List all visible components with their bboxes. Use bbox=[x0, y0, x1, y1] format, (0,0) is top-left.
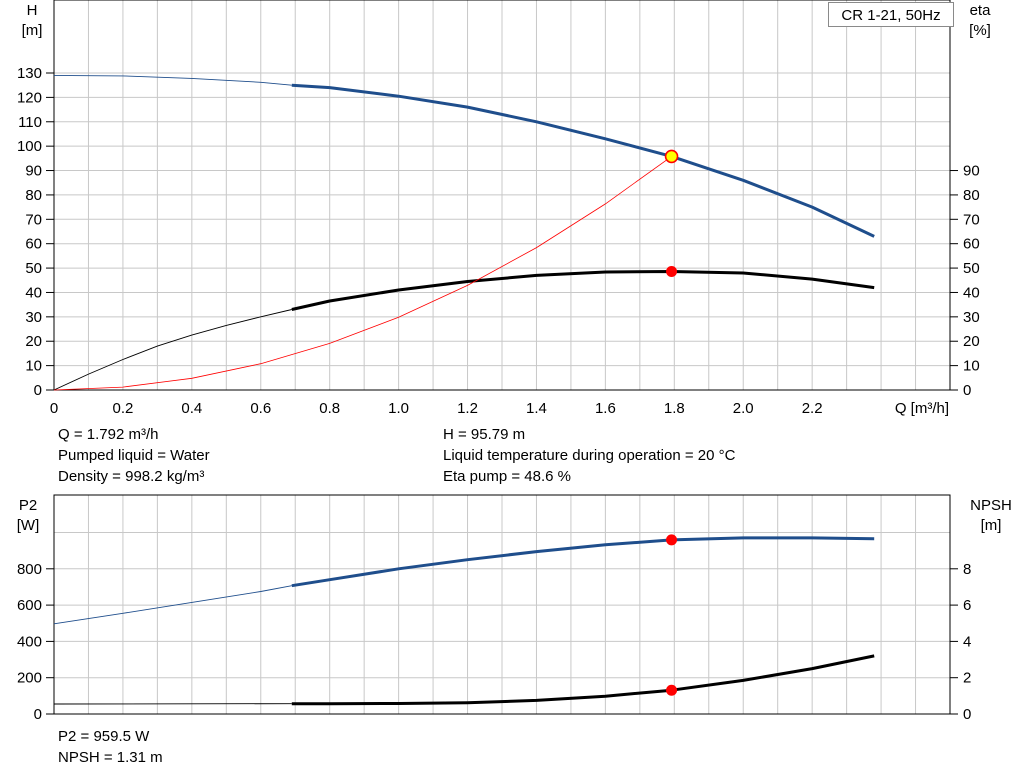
y-left-tick-label: 130 bbox=[17, 65, 42, 82]
p2-readout: P2 = 959.5 W bbox=[58, 728, 150, 745]
y-left-tick-label: 100 bbox=[17, 138, 42, 155]
density-readout: Density = 998.2 kg/m³ bbox=[58, 468, 205, 485]
y-left-tick-label: 400 bbox=[17, 633, 42, 650]
x-tick-label: 1.2 bbox=[457, 400, 478, 417]
y-right-tick-label: 40 bbox=[963, 284, 980, 301]
head-curve-thin bbox=[53, 74, 292, 86]
y-left-tick-label: 30 bbox=[25, 309, 42, 326]
y-left-axis-unit: [m] bbox=[22, 22, 43, 39]
y-left-tick-label: 120 bbox=[17, 89, 42, 106]
liquid-temperature-readout: Liquid temperature during operation = 20… bbox=[443, 447, 736, 464]
x-tick-label: 0.6 bbox=[250, 400, 271, 417]
y-left-tick-label: 0 bbox=[34, 706, 42, 723]
x-axis-label: Q [m³/h] bbox=[895, 400, 949, 417]
x-tick-label: 0.2 bbox=[112, 400, 133, 417]
y-left-tick-label: 50 bbox=[25, 260, 42, 277]
top-info-right: H = 95.79 m Liquid temperature during op… bbox=[443, 424, 735, 487]
y-left-tick-label: 10 bbox=[25, 358, 42, 375]
y-right-tick-label: 70 bbox=[963, 211, 980, 228]
pumped-liquid-readout: Pumped liquid = Water bbox=[58, 447, 210, 464]
eta-curve bbox=[291, 270, 875, 311]
curve-legend: CR 1-21, 50Hz bbox=[828, 2, 954, 27]
flow-readout: Q = 1.792 m³/h bbox=[58, 426, 159, 443]
y-left-tick-label: 110 bbox=[18, 114, 42, 131]
y-right-tick-label: 0 bbox=[963, 706, 971, 723]
y-right-axis-label: NPSH bbox=[970, 497, 1012, 514]
eta-curve-thin bbox=[53, 309, 292, 391]
bottom-info: P2 = 959.5 W NPSH = 1.31 m bbox=[58, 726, 163, 768]
top-info-left: Q = 1.792 m³/h Pumped liquid = Water Den… bbox=[58, 424, 210, 487]
y-right-tick-label: 20 bbox=[963, 333, 980, 350]
y-right-tick-label: 60 bbox=[963, 236, 980, 253]
x-tick-label: 1.0 bbox=[388, 400, 409, 417]
y-right-tick-label: 6 bbox=[963, 597, 971, 614]
y-right-tick-label: 30 bbox=[963, 309, 980, 326]
x-tick-label: 0 bbox=[50, 400, 58, 417]
x-tick-label: 0.4 bbox=[181, 400, 202, 417]
head-curve bbox=[291, 83, 875, 238]
y-right-tick-label: 50 bbox=[963, 260, 980, 277]
operating-point-marker bbox=[664, 149, 679, 164]
power-curve-thin bbox=[53, 585, 292, 625]
y-left-axis-unit: [W] bbox=[17, 517, 40, 534]
head-readout: H = 95.79 m bbox=[443, 426, 526, 443]
y-left-tick-label: 0 bbox=[34, 382, 42, 399]
x-tick-label: 1.4 bbox=[526, 400, 547, 417]
x-tick-label: 1.8 bbox=[664, 400, 685, 417]
y-right-axis-label: eta bbox=[970, 2, 992, 19]
y-left-axis-label: P2 bbox=[19, 497, 37, 514]
npsh-readout: NPSH = 1.31 m bbox=[58, 749, 163, 766]
y-left-tick-label: 600 bbox=[17, 597, 42, 614]
y-right-tick-label: 8 bbox=[963, 561, 971, 578]
power-curve bbox=[291, 536, 875, 588]
duty-point-marker bbox=[666, 534, 678, 546]
y-right-axis-unit: [%] bbox=[969, 22, 991, 39]
eta-pump-readout: Eta pump = 48.6 % bbox=[443, 468, 571, 485]
power-npsh-panel bbox=[46, 494, 958, 715]
x-tick-label: 2.0 bbox=[733, 400, 754, 417]
plot-frame bbox=[53, 494, 951, 715]
x-tick-label: 0.8 bbox=[319, 400, 340, 417]
y-left-tick-label: 40 bbox=[25, 284, 42, 301]
y-left-tick-label: 70 bbox=[25, 211, 42, 228]
y-left-tick-label: 60 bbox=[25, 236, 42, 253]
y-left-tick-label: 90 bbox=[25, 163, 42, 180]
y-left-tick-label: 200 bbox=[17, 670, 42, 687]
y-right-tick-label: 10 bbox=[963, 358, 980, 375]
y-right-tick-label: 80 bbox=[963, 187, 980, 204]
duty-point-marker bbox=[666, 265, 678, 277]
y-right-axis-unit: [m] bbox=[981, 517, 1002, 534]
y-right-tick-label: 90 bbox=[963, 163, 980, 180]
y-right-tick-label: 0 bbox=[963, 382, 971, 399]
system-curve bbox=[53, 156, 672, 391]
y-right-tick-label: 4 bbox=[963, 633, 971, 650]
y-left-tick-label: 800 bbox=[17, 561, 42, 578]
x-tick-label: 1.6 bbox=[595, 400, 616, 417]
y-left-tick-label: 20 bbox=[25, 333, 42, 350]
y-left-axis-label: H bbox=[27, 2, 38, 19]
npsh-curve bbox=[291, 654, 875, 706]
duty-point-marker bbox=[666, 684, 678, 696]
y-right-tick-label: 2 bbox=[963, 670, 971, 687]
head-efficiency-panel bbox=[46, 0, 958, 391]
y-left-tick-label: 80 bbox=[25, 187, 42, 204]
x-tick-label: 2.2 bbox=[802, 400, 823, 417]
